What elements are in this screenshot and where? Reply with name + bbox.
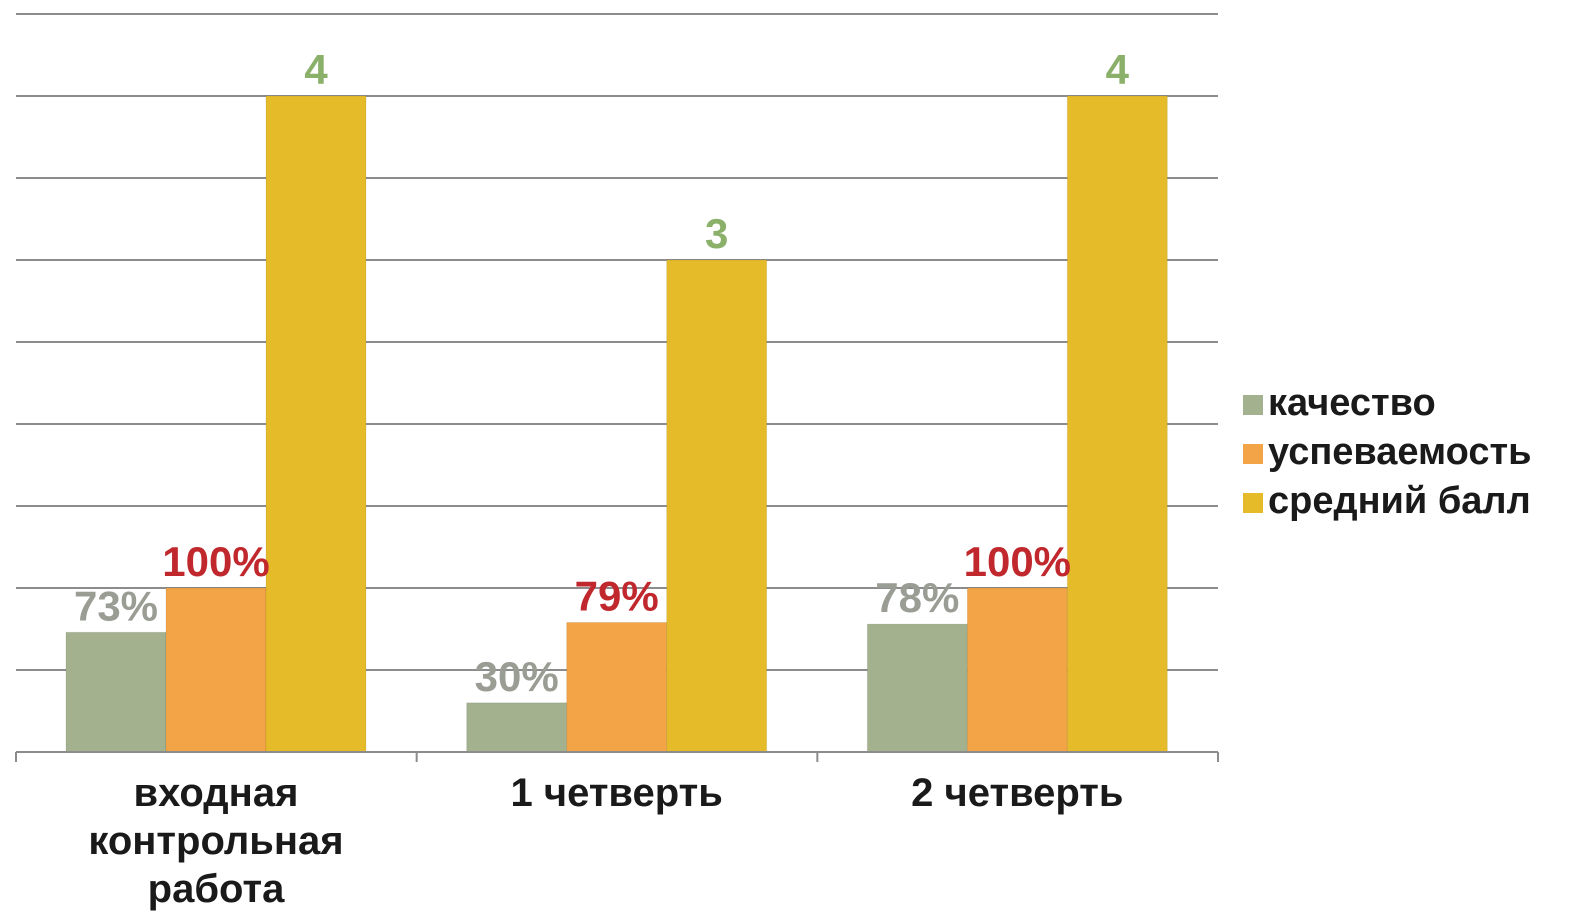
bar-quality [866,623,968,753]
legend-swatch [1243,444,1263,464]
legend-swatch [1243,493,1263,513]
data-label: 100% [162,538,269,585]
bar-success-rate [165,587,267,753]
legend-label: успеваемость [1268,431,1531,473]
bar-quality [65,631,167,753]
x-axis: входная контрольная работа 1 четверть 2 четв… [15,751,1219,911]
bars [65,95,1168,753]
data-labels: 73%100%430%79%378%100%4 [74,46,1130,700]
data-label: 78% [875,574,959,621]
legend-swatch [1243,395,1263,415]
bar-average-score [265,95,367,753]
data-label: 4 [1106,46,1130,93]
data-label: 73% [74,582,158,629]
x-tick-label: 2 четверть [911,771,1123,815]
bar-success-rate [566,621,668,753]
legend: качество успеваемость средний балл [1243,382,1531,522]
data-label: 3 [705,210,728,257]
x-tick-label: входная контрольная работа [88,771,343,911]
x-tick-label: 1 четверть [511,771,723,815]
legend-label: качество [1268,382,1436,424]
data-label: 100% [964,538,1071,585]
bar-average-score [1066,95,1168,753]
legend-label: средний балл [1268,480,1531,522]
bar-quality [466,702,568,753]
bar-average-score [666,259,768,753]
data-label: 79% [575,572,659,619]
data-label: 30% [475,653,559,700]
bar-success-rate [966,587,1068,753]
data-label: 4 [304,46,328,93]
